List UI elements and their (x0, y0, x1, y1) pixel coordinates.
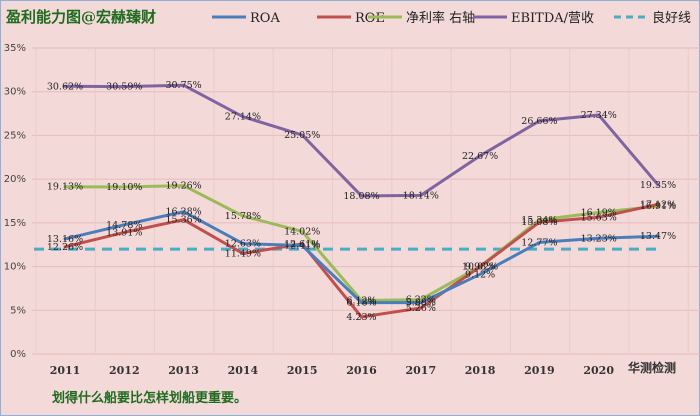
data-label: 30.59% (106, 82, 142, 93)
y-tick-label: 20% (4, 174, 26, 185)
data-label: 16.91% (640, 201, 676, 212)
data-label: 12.26% (47, 242, 83, 253)
x-tick-label: 2015 (287, 364, 318, 377)
data-label: 22.67% (462, 151, 498, 162)
data-label: 15.78% (225, 211, 261, 222)
x-tick-label: 2016 (346, 364, 377, 377)
data-label: 9.12% (465, 269, 495, 280)
x-tick-label: 2014 (228, 364, 259, 377)
data-label: 25.05% (284, 130, 320, 141)
data-label: 12.77% (521, 237, 557, 248)
x-tick-label: 2020 (583, 364, 614, 377)
data-label: 6.22% (406, 295, 436, 306)
data-label: 30.62% (47, 81, 83, 92)
y-tick-label: 10% (4, 262, 26, 273)
series-line-3 (63, 83, 660, 198)
data-label: 13.91% (106, 227, 142, 238)
y-tick-label: 5% (10, 305, 26, 316)
y-tick-label: 0% (10, 349, 26, 360)
data-label: 13.16% (47, 234, 83, 245)
y-tick-label: 15% (4, 218, 26, 229)
x-tick-label: 2011 (50, 364, 81, 377)
data-label: 12.61% (284, 239, 320, 250)
data-labels: 13.16% 14.78% 16.28% 12.63% 12.41% 6.18% 5.88%… (47, 80, 676, 323)
axes: 0% 5% 10% 15% 20% 25% 30% 35% 2011 2012 2013 2014 20… (4, 43, 615, 377)
series-line-1 (63, 202, 660, 319)
data-label: 4.23% (346, 312, 376, 323)
data-label: 19.13% (47, 182, 83, 193)
data-label: 17.12% (640, 199, 676, 210)
chart-title: 盈利能力图@宏赫臻财 (5, 8, 156, 26)
data-label: 19.35% (640, 180, 676, 191)
data-label: 19.10% (106, 182, 142, 193)
legend-label: ROA (250, 11, 280, 26)
data-label: 5.26% (406, 303, 436, 314)
data-label: 15.34% (521, 215, 557, 226)
series-lines (34, 83, 660, 319)
data-label: 27.34% (581, 110, 617, 121)
x-tick-label: 2018 (465, 364, 496, 377)
legend-label: EBITDA/营收 (511, 11, 594, 26)
y-tick-label: 35% (4, 43, 26, 54)
data-label: 13.23% (581, 233, 617, 244)
data-label: 19.26% (165, 181, 201, 192)
data-label: 15.08% (521, 217, 557, 228)
data-label: 11.49% (225, 249, 261, 260)
data-label: 15.63% (581, 212, 617, 223)
footnote: 划得什么船要比怎样划船更重要。 (52, 390, 247, 406)
y-tick-label: 25% (4, 130, 26, 141)
data-label: 14.78% (106, 220, 142, 231)
data-label: 26.66% (521, 116, 557, 127)
data-label: 15.36% (165, 215, 201, 226)
data-label: 6.12% (346, 295, 376, 306)
data-label: 5.88% (406, 298, 436, 309)
legend-label: 净利率 右轴 (406, 10, 475, 26)
data-label: 16.28% (165, 207, 201, 218)
x-tick-label: 2017 (405, 364, 436, 377)
data-label: 10.02% (462, 261, 498, 272)
series-line-2 (63, 184, 660, 302)
data-label: 6.18% (346, 298, 376, 309)
data-label: 18.14% (403, 190, 439, 201)
data-label: 18.08% (343, 191, 379, 202)
data-label: 14.02% (284, 226, 320, 237)
x-tick-label: 2013 (168, 364, 199, 377)
data-label: 12.63% (225, 239, 261, 250)
data-label: 12.41% (284, 241, 320, 252)
y-tick-label: 30% (4, 87, 26, 98)
data-label: 16.19% (581, 207, 617, 218)
data-label: 13.47% (640, 231, 676, 242)
x-tick-label: 2012 (109, 364, 140, 377)
series-line-0 (63, 210, 660, 305)
legend-label: 良好线 (652, 10, 691, 26)
data-label: 9.98% (465, 262, 495, 273)
x-tick-label: 2019 (524, 364, 555, 377)
watermark: 华测检测 (628, 360, 676, 375)
data-label: 27.14% (225, 112, 261, 123)
data-label: 30.75% (165, 80, 201, 91)
